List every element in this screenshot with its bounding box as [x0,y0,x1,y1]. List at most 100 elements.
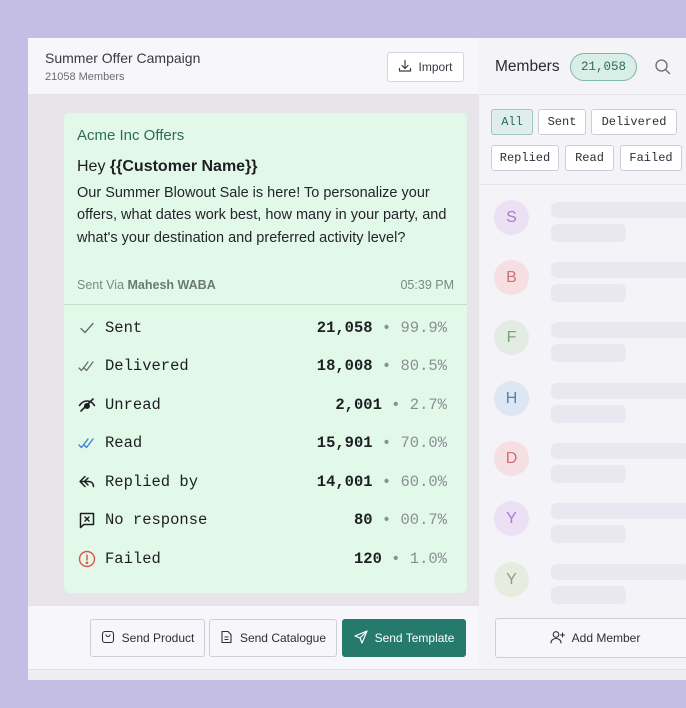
member-row[interactable]: B [494,260,686,302]
stat-value: 18,008 • 80.5% [316,357,447,375]
stat-label: Unread [105,396,161,414]
member-row[interactable]: D [494,441,686,483]
filter-chip-read[interactable]: Read [565,145,614,171]
add-member-label: Add Member [571,631,641,645]
campaign-header: Summer Offer Campaign 21058 Members Impo… [28,38,479,95]
send-template-label: Send Template [374,631,455,645]
member-detail-placeholder [551,405,626,423]
member-row[interactable]: Y [494,501,686,543]
reply-icon [77,472,97,492]
member-name-placeholder [551,202,686,218]
double-check-icon [77,356,97,376]
add-member-button[interactable]: Add Member [495,618,686,658]
member-name-placeholder [551,564,686,580]
stat-count: 15,901 [316,434,373,452]
document-icon [220,630,233,647]
members-header: Members 21,058 [480,38,686,95]
campaign-title: Summer Offer Campaign [45,50,201,66]
filter-chip-failed[interactable]: Failed [620,145,682,171]
send-catalogue-label: Send Catalogue [239,631,327,645]
stat-label: Sent [105,319,143,337]
stat-value: 80 • 00.7% [353,511,447,529]
stat-percent: 00.7% [400,511,447,529]
stat-row-delivered: Delivered 18,008 • 80.5% [77,354,447,378]
chat-area: Acme Inc Offers Hey {{Customer Name}} Ou… [28,95,479,605]
filter-chip-sent[interactable]: Sent [538,109,586,135]
window-bottom-edge [28,669,686,680]
avatar: F [494,320,529,355]
eye-off-icon [77,395,97,415]
member-name-placeholder [551,443,686,459]
send-product-button[interactable]: Send Product [90,619,205,657]
app-window: Summer Offer Campaign 21058 Members Impo… [28,38,686,680]
avatar: D [494,441,529,476]
member-detail-placeholder [551,344,626,362]
shopping-bag-icon [101,630,115,647]
send-catalogue-button[interactable]: Send Catalogue [209,619,337,657]
members-count-badge: 21,058 [570,53,637,81]
member-name-placeholder [551,262,686,278]
stat-label: Failed [105,550,161,568]
avatar: B [494,260,529,295]
message-body: Our Summer Blowout Sale is here! To pers… [77,185,447,246]
stat-count: 80 [353,511,373,529]
stat-percent: 60.0% [400,473,447,491]
greeting-prefix: Hey [77,158,110,175]
stat-row-replied: Replied by 14,001 • 60.0% [77,470,447,494]
stat-row-no-response: No response 80 • 00.7% [77,508,447,532]
member-row[interactable]: H [494,381,686,423]
filter-chip-replied[interactable]: Replied [491,145,559,171]
stats-divider [64,304,467,305]
stat-percent: 70.0% [400,434,447,452]
download-icon [398,59,412,76]
x-square-icon [77,510,97,530]
import-button[interactable]: Import [387,52,464,82]
user-plus-icon [550,630,565,647]
double-check-blue-icon [77,433,97,453]
import-label: Import [418,60,453,74]
sent-via-account: Mahesh WABA [127,278,216,292]
stat-label: No response [105,511,208,529]
stat-count: 21,058 [316,319,373,337]
stat-count: 14,001 [316,473,373,491]
sent-via-label: Sent Via [77,278,125,292]
filter-chip-delivered[interactable]: Delivered [591,109,677,135]
stat-row-failed: Failed 120 • 1.0% [77,547,447,571]
campaign-member-count: 21058 Members [45,71,125,83]
members-title: Members [495,58,560,75]
message-time: 05:39 PM [400,278,454,292]
stat-value: 120 • 1.0% [353,550,447,568]
message-greeting: Hey {{Customer Name}} [77,158,258,176]
member-row[interactable]: S [494,200,686,242]
stat-row-unread: Unread 2,001 • 2.7% [77,393,447,417]
member-detail-placeholder [551,224,626,242]
avatar: S [494,200,529,235]
member-name-placeholder [551,322,686,338]
avatar: Y [494,562,529,597]
send-template-button[interactable]: Send Template [342,619,466,657]
avatar: H [494,381,529,416]
member-detail-placeholder [551,525,626,543]
stat-count: 2,001 [335,396,382,414]
stat-row-read: Read 15,901 • 70.0% [77,431,447,455]
alert-circle-icon [77,549,97,569]
stat-count: 120 [353,550,382,568]
composer-footer: Send Product Send Catalogue Send Templat… [28,605,479,669]
stat-label: Delivered [105,357,189,375]
stat-count: 18,008 [316,357,373,375]
stat-percent: 80.5% [400,357,447,375]
search-icon[interactable] [654,58,671,80]
message-sender: Acme Inc Offers [77,127,185,144]
stat-value: 2,001 • 2.7% [335,396,447,414]
filter-chip-all[interactable]: All [491,109,533,135]
stat-percent: 2.7% [409,396,447,414]
member-detail-placeholder [551,586,626,604]
stat-value: 14,001 • 60.0% [316,473,447,491]
stat-row-sent: Sent 21,058 • 99.9% [77,316,447,340]
member-row[interactable]: Y [494,562,686,604]
member-row[interactable]: F [494,320,686,362]
member-name-placeholder [551,503,686,519]
member-detail-placeholder [551,465,626,483]
member-name-placeholder [551,383,686,399]
message-bubble: Acme Inc Offers Hey {{Customer Name}} Ou… [64,113,467,593]
